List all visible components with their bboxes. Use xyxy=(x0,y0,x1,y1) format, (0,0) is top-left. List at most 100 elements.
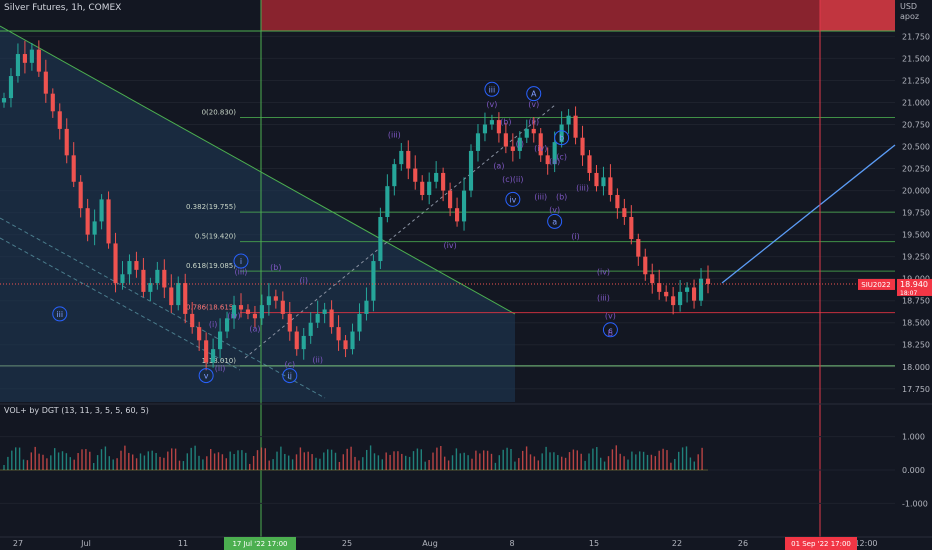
candle-body xyxy=(441,172,446,191)
wave-label: (ii) xyxy=(528,118,539,127)
wave-label: (iii) xyxy=(235,267,248,276)
x-axis-tick-label: 22 xyxy=(672,539,682,548)
symbol-tag-label: SIU2022 xyxy=(861,281,890,289)
candle-body xyxy=(517,137,522,151)
wave-label-circle xyxy=(526,86,542,102)
candle-body xyxy=(273,296,278,301)
x-axis-tick-label: 8 xyxy=(509,539,514,548)
volume-axis-tick-label: 1.000 xyxy=(902,433,925,442)
candle-body xyxy=(336,327,341,341)
candle-body xyxy=(315,313,320,323)
candle-body xyxy=(120,274,125,284)
candle-body xyxy=(322,309,327,314)
candle-body xyxy=(259,305,264,319)
y-axis-tick-label: 18.500 xyxy=(902,319,930,328)
x-axis-tick-label: Aug xyxy=(422,539,438,548)
wave-label: ii xyxy=(288,372,292,381)
wave-label: (b) xyxy=(270,263,281,272)
y-axis-tick-label: 21.750 xyxy=(902,32,930,41)
candle-body xyxy=(343,340,348,350)
y-axis-tick-label: 21.500 xyxy=(902,54,930,63)
candle-body xyxy=(552,142,557,165)
candle-body xyxy=(8,76,14,99)
wave-label: v xyxy=(204,372,209,381)
y-axis-tick-label: 18.250 xyxy=(902,341,930,350)
x-axis-tick-label: 26 xyxy=(738,539,748,548)
fib-level-label: 0(20.830) xyxy=(202,108,237,116)
candle-body xyxy=(678,291,683,306)
wave-label: (ii) xyxy=(312,355,323,364)
candle-body xyxy=(169,287,174,306)
candle-body xyxy=(378,217,383,262)
candle-body xyxy=(36,49,41,72)
wave-label: (c) xyxy=(556,153,567,162)
fib-level-label: 1(18.010) xyxy=(202,357,237,365)
candle-body xyxy=(245,309,251,314)
candle-body xyxy=(238,305,244,310)
candle-body xyxy=(392,164,397,187)
fib-level-label: 0.382(19.755) xyxy=(186,203,236,211)
candle-body xyxy=(92,221,97,235)
channel-top-line xyxy=(0,25,516,315)
candle-body xyxy=(461,190,467,222)
wave-dashed-line xyxy=(244,104,556,359)
y-axis-tick-label: 20.250 xyxy=(902,165,930,174)
candle-body xyxy=(294,331,299,350)
wave-label: (i) xyxy=(571,232,579,241)
candle-body xyxy=(218,331,223,350)
indicator-legend[interactable]: VOL+ by DGT (13, 11, 3, 5, 5, 60, 5) xyxy=(4,406,149,415)
wave-label-circle xyxy=(547,213,563,229)
candle-body xyxy=(468,150,474,191)
wave-label: (c) xyxy=(284,360,295,369)
y-axis-tick-label: 19.750 xyxy=(902,209,930,218)
wave-label-circle xyxy=(505,191,521,207)
wave-label-circle xyxy=(602,322,618,338)
currency-code: USD xyxy=(900,2,918,11)
wave-label-circle xyxy=(282,368,298,384)
wave-label: (iv) xyxy=(443,241,456,250)
y-axis-tick-label: 21.250 xyxy=(902,76,930,85)
wave-label: (v) xyxy=(528,100,539,109)
wave-label: (b) xyxy=(500,118,511,127)
wave-label: (a) xyxy=(249,325,260,334)
candle-body xyxy=(301,335,306,350)
candle-body xyxy=(615,194,620,209)
candle-body xyxy=(183,283,188,314)
candle-body xyxy=(1,98,7,103)
candle-body xyxy=(71,155,76,182)
candle-body xyxy=(148,283,153,292)
candle-body xyxy=(287,313,292,332)
y-axis-tick-label: 20.000 xyxy=(902,187,930,196)
candle-body xyxy=(231,305,237,319)
x-axis-tick-label: 27 xyxy=(13,539,23,548)
candle-body xyxy=(57,111,62,129)
wave-label: (i) xyxy=(516,140,524,149)
candle-body xyxy=(622,208,627,217)
candle-body xyxy=(106,199,111,244)
candle-body xyxy=(580,137,585,156)
wave-label: (v) xyxy=(605,311,616,320)
candle-body xyxy=(371,261,376,301)
channel-zone xyxy=(0,26,515,402)
projection-line xyxy=(721,144,896,284)
candle-body xyxy=(176,283,181,306)
wave-label: (v) xyxy=(486,100,497,109)
candle-body xyxy=(350,331,355,350)
symbol-tag xyxy=(858,278,895,290)
wave-label: (c)(ii) xyxy=(502,175,523,184)
candle-body xyxy=(691,287,697,301)
currency-sub: apoz xyxy=(900,12,920,21)
resistance-zone-right xyxy=(820,0,895,31)
price-tag-sub: 18:07 xyxy=(900,290,917,297)
fib-level-label: 0.5(19.420) xyxy=(195,233,236,241)
wave-label: b xyxy=(559,134,564,143)
y-axis-tick-label: 20.500 xyxy=(902,143,930,152)
resistance-zone xyxy=(261,0,895,31)
crosshair-date-label: 17 Jul '22 17:00 xyxy=(232,540,287,548)
price-tag xyxy=(897,278,932,296)
candle-body xyxy=(601,177,606,187)
y-axis-tick-label: 17.750 xyxy=(902,385,930,394)
candle-body xyxy=(204,340,209,363)
wave-label: (i) xyxy=(209,320,217,329)
